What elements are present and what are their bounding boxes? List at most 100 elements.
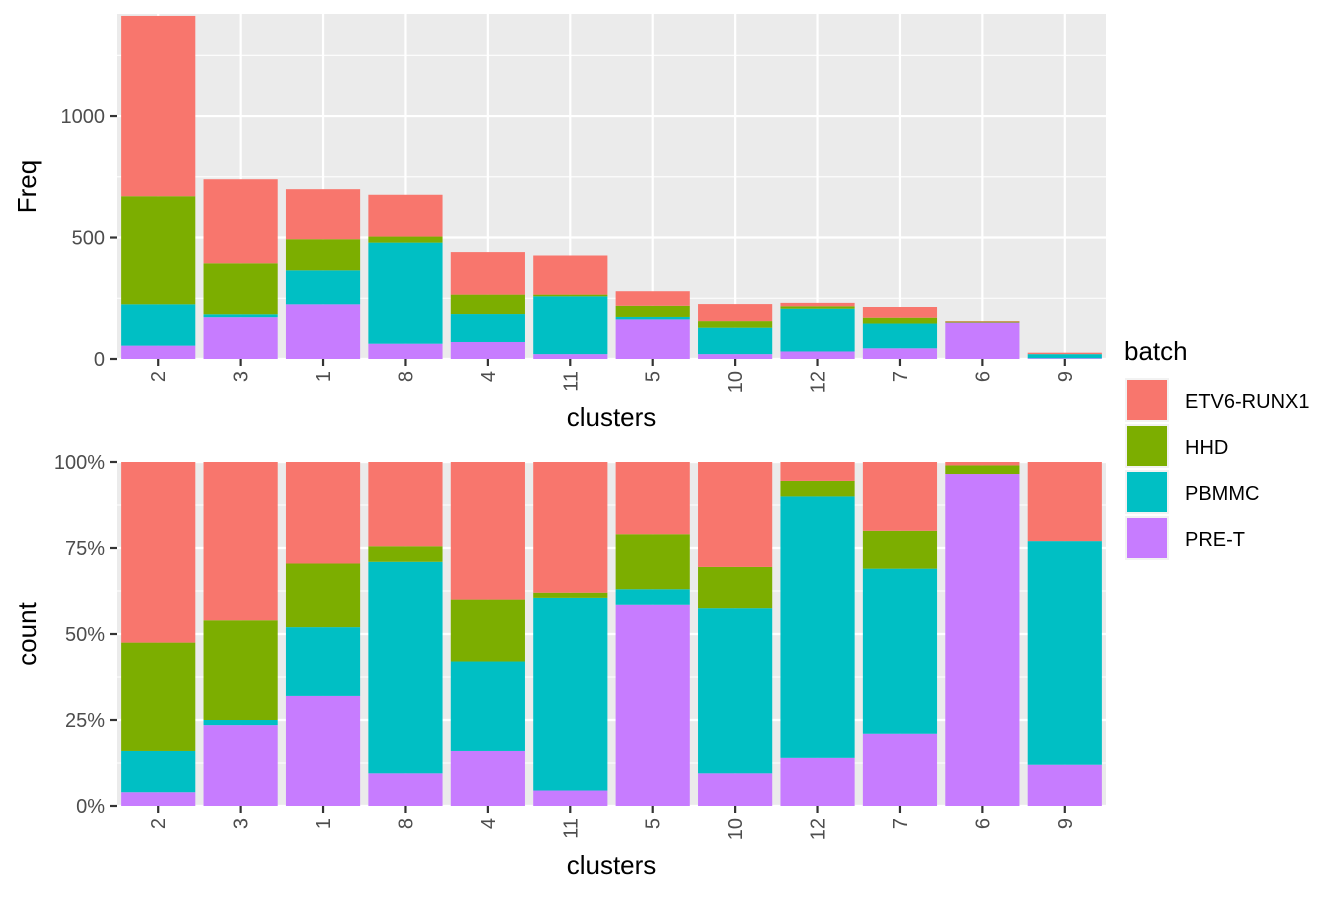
bar-etv6-runx1-cluster-4 xyxy=(451,462,525,600)
bar-pbmmc-cluster-5 xyxy=(616,589,690,604)
y-tick-label: 0 xyxy=(94,349,105,371)
bar-pre-t-cluster-2 xyxy=(121,792,195,806)
bar-hhd-cluster-8 xyxy=(368,237,442,243)
bar-pre-t-cluster-5 xyxy=(616,319,690,359)
x-tick-label: 9 xyxy=(1055,818,1077,829)
bar-hhd-cluster-12 xyxy=(780,481,854,496)
bar-pre-t-cluster-11 xyxy=(533,354,607,359)
legend-swatch-pbmmc xyxy=(1127,472,1167,512)
bar-pre-t-cluster-6 xyxy=(945,474,1019,806)
bar-pre-t-cluster-5 xyxy=(616,605,690,806)
x-tick-label: 2 xyxy=(148,818,170,829)
bar-pre-t-cluster-4 xyxy=(451,342,525,359)
bar-pbmmc-cluster-11 xyxy=(533,598,607,791)
bar-pre-t-cluster-3 xyxy=(204,725,278,806)
bar-pbmmc-cluster-10 xyxy=(698,608,772,773)
bar-pre-t-cluster-9 xyxy=(1028,358,1102,359)
bar-hhd-cluster-2 xyxy=(121,196,195,304)
bar-etv6-runx1-cluster-11 xyxy=(533,256,607,295)
bar-pre-t-cluster-8 xyxy=(368,773,442,806)
bar-etv6-runx1-cluster-8 xyxy=(368,195,442,237)
bar-pbmmc-cluster-8 xyxy=(368,562,442,774)
bar-hhd-cluster-10 xyxy=(698,321,772,328)
bar-etv6-runx1-cluster-10 xyxy=(698,462,772,567)
bar-etv6-runx1-cluster-10 xyxy=(698,304,772,321)
bar-etv6-runx1-cluster-5 xyxy=(616,462,690,534)
bar-hhd-cluster-6 xyxy=(945,465,1019,474)
bar-etv6-runx1-cluster-6 xyxy=(945,462,1019,465)
x-tick-label: 4 xyxy=(478,818,500,829)
bar-hhd-cluster-3 xyxy=(204,620,278,720)
bar-etv6-runx1-cluster-1 xyxy=(286,462,360,563)
bar-pre-t-cluster-7 xyxy=(863,348,937,359)
bar-etv6-runx1-cluster-7 xyxy=(863,307,937,318)
y-tick-label: 0% xyxy=(76,796,105,818)
y-tick-label: 25% xyxy=(65,710,105,732)
x-tick-label: 12 xyxy=(808,818,830,840)
x-tick-label: 12 xyxy=(808,371,830,393)
bar-hhd-cluster-7 xyxy=(863,531,937,569)
bar-pbmmc-cluster-4 xyxy=(451,662,525,751)
legend-label-pre-t: PRE-T xyxy=(1185,529,1245,551)
x-tick-label: 1 xyxy=(313,818,335,829)
bar-pre-t-cluster-12 xyxy=(780,351,854,359)
x-tick-label: 8 xyxy=(395,371,417,382)
bar-hhd-cluster-7 xyxy=(863,318,937,324)
bar-hhd-cluster-11 xyxy=(533,593,607,598)
bar-pbmmc-cluster-12 xyxy=(780,309,854,352)
x-tick-label: 3 xyxy=(231,371,253,382)
bar-pre-t-cluster-3 xyxy=(204,317,278,359)
bar-hhd-cluster-8 xyxy=(368,546,442,561)
x-tick-label: 6 xyxy=(972,818,994,829)
y-tick-label: 50% xyxy=(65,624,105,646)
bar-pbmmc-cluster-3 xyxy=(204,314,278,317)
x-axis-title: clusters xyxy=(567,402,657,432)
bar-pre-t-cluster-6 xyxy=(945,323,1019,359)
bar-etv6-runx1-cluster-9 xyxy=(1028,353,1102,354)
x-tick-label: 9 xyxy=(1055,371,1077,382)
legend-label-etv6-runx1: ETV6-RUNX1 xyxy=(1185,391,1309,413)
legend-label-hhd: HHD xyxy=(1185,437,1228,459)
bar-hhd-cluster-6 xyxy=(945,322,1019,323)
x-axis-title: clusters xyxy=(567,850,657,880)
bar-etv6-runx1-cluster-2 xyxy=(121,16,195,196)
bar-pbmmc-cluster-4 xyxy=(451,314,525,342)
bar-hhd-cluster-11 xyxy=(533,295,607,297)
y-axis-title: count xyxy=(12,601,42,665)
x-tick-label: 10 xyxy=(725,371,747,393)
bar-etv6-runx1-cluster-11 xyxy=(533,462,607,593)
x-tick-label: 11 xyxy=(560,818,582,839)
x-tick-label: 5 xyxy=(643,371,665,382)
bar-etv6-runx1-cluster-12 xyxy=(780,462,854,481)
bar-pre-t-cluster-10 xyxy=(698,354,772,359)
y-tick-label: 100% xyxy=(54,452,105,474)
bar-hhd-cluster-4 xyxy=(451,295,525,314)
bar-etv6-runx1-cluster-4 xyxy=(451,252,525,295)
bar-pre-t-cluster-1 xyxy=(286,696,360,806)
legend-swatch-pre-t xyxy=(1127,518,1167,558)
legend-swatch-etv6-runx1 xyxy=(1127,380,1167,420)
y-axis-title: Freq xyxy=(12,160,42,213)
x-tick-label: 7 xyxy=(890,371,912,382)
bar-pre-t-cluster-12 xyxy=(780,758,854,806)
bar-etv6-runx1-cluster-2 xyxy=(121,462,195,643)
bar-pbmmc-cluster-3 xyxy=(204,720,278,725)
bar-etv6-runx1-cluster-1 xyxy=(286,189,360,239)
x-tick-label: 11 xyxy=(560,371,582,392)
x-tick-label: 7 xyxy=(890,818,912,829)
x-tick-label: 3 xyxy=(231,818,253,829)
bar-pre-t-cluster-10 xyxy=(698,773,772,806)
bar-pbmmc-cluster-7 xyxy=(863,569,937,734)
bar-pbmmc-cluster-10 xyxy=(698,328,772,354)
y-tick-label: 500 xyxy=(72,228,105,250)
bar-hhd-cluster-1 xyxy=(286,563,360,627)
x-tick-label: 4 xyxy=(478,371,500,382)
bar-pre-t-cluster-9 xyxy=(1028,765,1102,806)
bar-pbmmc-cluster-9 xyxy=(1028,541,1102,765)
legend-label-pbmmc: PBMMC xyxy=(1185,483,1259,505)
bar-pbmmc-cluster-12 xyxy=(780,496,854,757)
bar-pbmmc-cluster-11 xyxy=(533,296,607,354)
bar-pbmmc-cluster-2 xyxy=(121,751,195,792)
